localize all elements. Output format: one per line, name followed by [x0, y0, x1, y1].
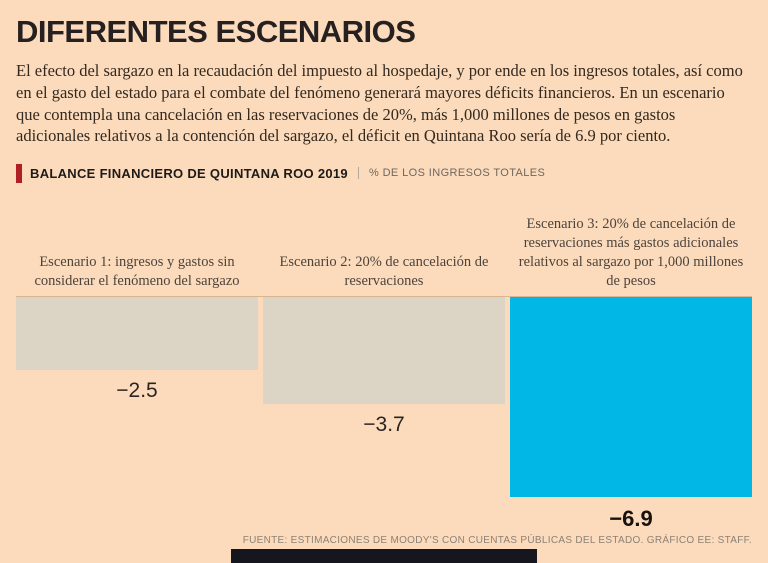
bar-column: −2.5	[16, 297, 258, 403]
chart-title: BALANCE FINANCIERO DE QUINTANA ROO 2019	[30, 165, 348, 181]
scenario-label-col: Escenario 1: ingresos y gastos sin consi…	[16, 253, 258, 291]
scenario-label-col: Escenario 3: 20% de cancelación de reser…	[510, 215, 752, 292]
scenario-2-value: −3.7	[363, 413, 405, 437]
page-title: DIFERENTES ESCENARIOS	[16, 14, 416, 49]
bottom-dark-bar	[231, 549, 537, 563]
scenario-labels-row: Escenario 1: ingresos y gastos sin consi…	[16, 191, 752, 296]
scenario-2-label: Escenario 2: 20% de cancelación de reser…	[279, 253, 489, 289]
scenario-1-label: Escenario 1: ingresos y gastos sin consi…	[34, 253, 240, 289]
zero-baseline	[16, 296, 752, 298]
accent-block	[16, 163, 22, 183]
bars-row: −2.5 −3.7 −6.9	[16, 297, 752, 532]
scenario-1-bar	[16, 297, 258, 371]
chart-unit-label: % DE LOS INGRESOS TOTALES	[357, 167, 545, 180]
scenario-3-label: Escenario 3: 20% de cancelación de reser…	[518, 215, 744, 289]
chart-header: BALANCE FINANCIERO DE QUINTANA ROO 2019 …	[16, 161, 752, 185]
bar-column: −3.7	[263, 297, 505, 437]
scenario-label-col: Escenario 2: 20% de cancelación de reser…	[263, 253, 505, 291]
intro-paragraph: El efecto del sargazo en la recaudación …	[16, 61, 743, 146]
bar-chart: Escenario 1: ingresos y gastos sin consi…	[16, 191, 752, 532]
scenario-2-bar	[263, 297, 505, 405]
source-credit: FUENTE: ESTIMACIONES DE MOODY'S CON CUEN…	[242, 535, 752, 546]
scenario-3-bar	[510, 297, 752, 498]
bar-column: −6.9	[510, 297, 752, 532]
scenario-3-value: −6.9	[609, 506, 653, 532]
scenario-1-value: −2.5	[116, 379, 158, 403]
